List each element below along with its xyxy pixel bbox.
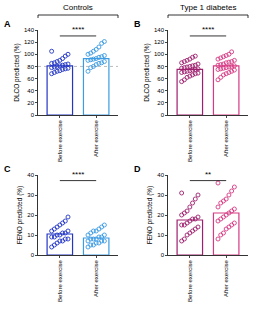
svg-text:After exercise: After exercise	[93, 260, 99, 297]
svg-text:Before exercise: Before exercise	[57, 120, 63, 162]
svg-text:After exercise: After exercise	[223, 260, 229, 297]
svg-text:****: ****	[202, 25, 214, 34]
svg-text:20: 20	[27, 212, 34, 218]
svg-text:120: 120	[154, 39, 165, 45]
svg-text:40: 40	[27, 88, 34, 94]
svg-text:40: 40	[157, 88, 164, 94]
svg-text:10: 10	[27, 232, 34, 238]
svg-text:Before exercise: Before exercise	[187, 120, 193, 162]
svg-text:140: 140	[24, 27, 35, 33]
svg-text:0: 0	[161, 252, 165, 258]
svg-text:0: 0	[31, 252, 35, 258]
svg-text:C: C	[4, 164, 11, 174]
svg-text:DLCO predicted (%): DLCO predicted (%)	[13, 43, 21, 102]
svg-text:After exercise: After exercise	[93, 120, 99, 157]
svg-text:40: 40	[157, 172, 164, 178]
svg-text:80: 80	[27, 64, 34, 70]
svg-text:Type 1 diabetes: Type 1 diabetes	[180, 3, 236, 12]
svg-text:FENO predicted (%): FENO predicted (%)	[146, 186, 154, 245]
svg-text:**: **	[205, 170, 211, 179]
svg-text:0: 0	[161, 112, 165, 118]
svg-text:After exercise: After exercise	[223, 120, 229, 157]
svg-text:FENO predicted (%): FENO predicted (%)	[16, 186, 24, 245]
svg-text:30: 30	[157, 192, 164, 198]
svg-text:****: ****	[72, 170, 84, 179]
svg-text:140: 140	[154, 27, 165, 33]
svg-text:0: 0	[31, 112, 35, 118]
svg-text:Controls: Controls	[63, 3, 93, 12]
svg-text:60: 60	[157, 76, 164, 82]
svg-text:60: 60	[27, 76, 34, 82]
svg-text:30: 30	[27, 192, 34, 198]
svg-text:Before exercise: Before exercise	[187, 260, 193, 302]
svg-text:Before exercise: Before exercise	[57, 260, 63, 302]
svg-text:10: 10	[157, 232, 164, 238]
svg-text:40: 40	[27, 172, 34, 178]
svg-text:20: 20	[157, 212, 164, 218]
svg-text:100: 100	[154, 51, 165, 57]
svg-text:****: ****	[72, 25, 84, 34]
svg-text:120: 120	[24, 39, 35, 45]
svg-text:DLCO predicted (%): DLCO predicted (%)	[143, 43, 151, 102]
svg-text:D: D	[134, 164, 141, 174]
svg-text:100: 100	[24, 51, 35, 57]
svg-text:20: 20	[27, 100, 34, 106]
svg-text:80: 80	[157, 64, 164, 70]
svg-text:20: 20	[157, 100, 164, 106]
svg-text:B: B	[134, 19, 141, 29]
svg-text:A: A	[4, 19, 11, 29]
